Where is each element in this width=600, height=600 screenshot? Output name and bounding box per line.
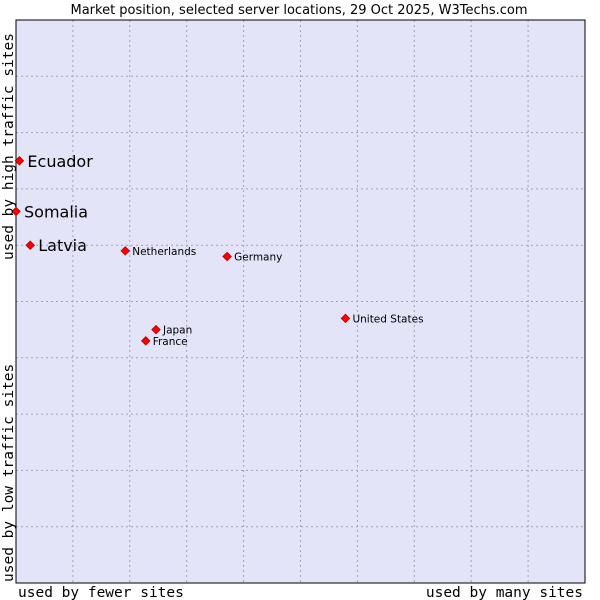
point-label-netherlands: Netherlands [132, 246, 196, 258]
point-label-latvia: Latvia [38, 236, 87, 255]
point-label-ecuador: Ecuador [27, 152, 93, 171]
point-marker-ecuador[interactable] [14, 155, 25, 166]
point-marker-france[interactable] [140, 336, 151, 346]
x-axis-label-right: used by many sites [426, 585, 583, 600]
x-axis-label-left: used by fewer sites [18, 585, 184, 600]
point-label-france: France [153, 336, 188, 348]
y-axis-label-bottom: used by low traffic sites [1, 364, 17, 582]
plot-border [15, 19, 586, 584]
y-axis-label-top: used by high traffic sites [1, 33, 17, 260]
chart-title: Market position, selected server locatio… [70, 3, 527, 18]
data-points: Ecuador Somalia Latvia Netherlands Germany Un… [11, 152, 424, 348]
point-marker-latvia[interactable] [25, 240, 35, 250]
point-marker-somalia[interactable] [11, 206, 21, 217]
point-label-somalia: Somalia [24, 202, 88, 221]
point-marker-germany[interactable] [222, 251, 232, 262]
point-label-germany: Germany [234, 251, 282, 263]
point-marker-netherlands[interactable] [120, 246, 131, 256]
point-label-united-states: United States [352, 313, 423, 325]
point-label-japan: Japan [162, 325, 192, 337]
point-marker-united-states[interactable] [340, 313, 351, 324]
grid-lines [16, 20, 585, 583]
point-marker-japan[interactable] [151, 324, 161, 335]
